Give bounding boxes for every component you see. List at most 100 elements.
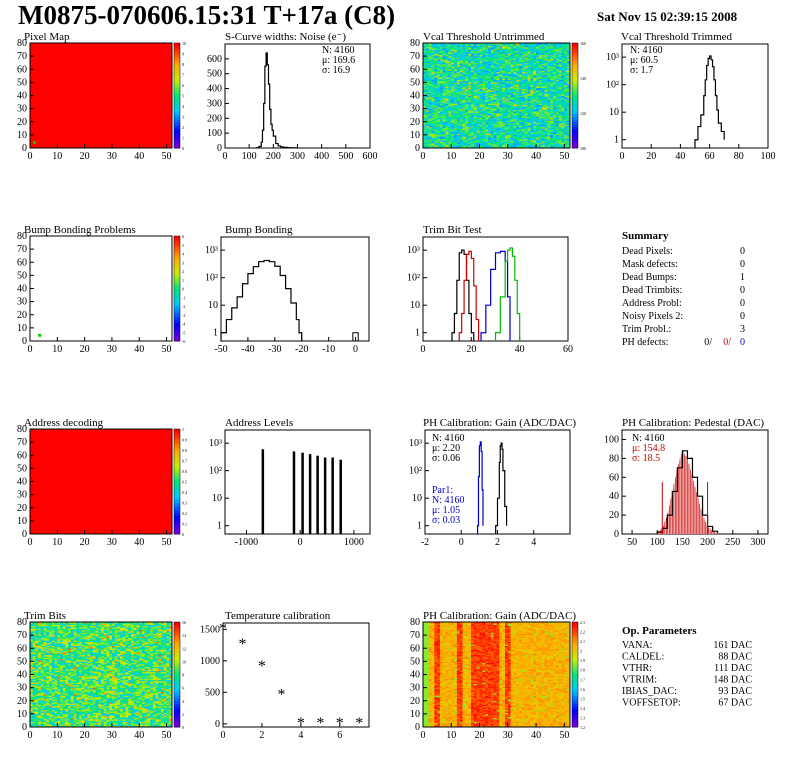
heatmap-cell [510,86,514,88]
heatmap-cell [516,102,520,104]
heatmap-cell [456,65,461,67]
heatmap-cell [445,103,449,105]
heatmap-cell [488,90,492,92]
heatmap-cell [519,142,523,145]
heatmap-cell [550,104,554,107]
heatmap-cell [479,119,483,121]
heatmap-cell [459,52,463,54]
heatmap-cell [550,146,554,149]
heatmap-cell [530,58,534,61]
heatmap-cell [479,65,483,67]
heatmap-cell [423,106,427,108]
heatmap-cell [547,92,551,95]
heatmap-cell [507,54,511,57]
heatmap-cell [538,141,543,144]
heatmap-cell [510,92,514,95]
heatmap-cell [538,92,543,95]
heatmap-cell [496,88,500,91]
heatmap-cell [451,140,455,142]
heatmap-cell [496,106,500,108]
heatmap-cell [496,121,500,124]
heatmap-cell [454,91,458,94]
heatmap-cell [468,78,472,81]
heatmap-cell [533,130,537,133]
heatmap-cell [496,137,500,140]
heatmap-cell [473,60,478,62]
heatmap-cell [493,43,497,45]
heatmap-cell [476,120,480,123]
heatmap-cell [493,83,497,86]
heatmap-cell [516,70,520,73]
heatmap-cell [504,103,509,105]
heatmap-cell [479,69,483,71]
heatmap-cell [459,90,463,92]
heatmap-cell [504,137,509,140]
heatmap-cell [530,113,534,116]
heatmap-cell [493,92,497,95]
heatmap-cell [527,109,531,112]
heatmap-cell [544,100,548,103]
heatmap-cell [510,65,514,67]
heatmap-cell [499,50,503,53]
heatmap-cell [502,116,506,119]
heatmap-cell [519,82,523,84]
heatmap-cell [530,79,534,82]
heatmap-cell [451,66,455,69]
heatmap-cell [431,132,435,134]
heatmap-cell [445,77,449,79]
heatmap-cell [476,142,480,145]
heatmap-cell [490,96,494,99]
heatmap-cell [442,43,446,45]
heatmap-cell [550,65,554,67]
heatmap-cell [524,74,528,77]
x-tick-label: 0 [223,151,228,162]
heatmap-cell [510,129,514,132]
heatmap-cell [504,112,509,115]
heatmap-cell [541,61,545,63]
heatmap-cell [544,137,548,140]
y-tick-label: 10² [209,466,222,477]
heatmap-cell [434,128,438,130]
heatmap-cell [423,144,427,146]
heatmap-cell [428,71,432,74]
heatmap-cell [459,43,463,45]
heatmap-cell [437,142,441,145]
heatmap-cell [547,86,551,88]
heatmap-cell [536,44,540,46]
heatmap-cell [442,57,446,60]
heatmap-cell [533,115,537,117]
heatmap-cell [533,90,537,92]
heatmap-cell [547,133,551,136]
heatmap-cell [519,79,523,82]
heatmap-cell [510,141,514,144]
heatmap-cell [425,106,429,108]
heatmap-cell [482,109,486,112]
x-tick-label: 20 [80,537,90,548]
x-tick-label: 40 [134,344,144,355]
heatmap-cell [524,107,528,109]
heatmap-cell [476,78,480,81]
heatmap-cell [519,146,523,149]
heatmap-cell [516,87,520,90]
heatmap-cell [502,85,506,87]
heatmap-cell [519,52,523,54]
heatmap-cell [442,124,446,126]
heatmap-cell [488,129,492,132]
heatmap-cell [437,111,441,113]
heatmap-cell [519,111,523,113]
heatmap-cell [456,132,461,134]
heatmap-cell [490,120,494,123]
heatmap-cell [527,54,531,57]
heatmap-cell [544,133,548,136]
heatmap-cell [456,99,461,102]
heatmap-cell [490,106,494,108]
heatmap-cell [547,45,551,48]
heatmap-cell [448,56,452,58]
heatmap-cell [521,88,526,91]
heatmap-cell [538,106,543,108]
heatmap-cell [541,137,545,140]
heatmap-cell [496,113,500,116]
heatmap-cell [468,102,472,104]
heatmap-cell [482,146,486,149]
heatmap-cell [513,48,517,50]
